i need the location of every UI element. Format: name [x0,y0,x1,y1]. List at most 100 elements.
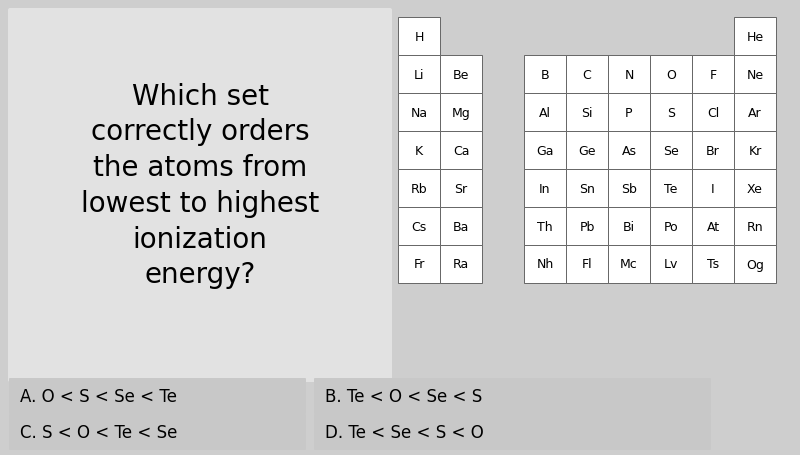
Text: Kr: Kr [748,144,762,157]
Bar [650,170,692,207]
Text: Rn: Rn [746,220,763,233]
FancyBboxPatch shape [314,414,711,450]
Text: Ga: Ga [536,144,554,157]
Bar [524,207,566,245]
Text: S: S [667,106,675,119]
Bar [566,245,608,283]
Text: Rb: Rb [410,182,427,195]
Text: O: O [666,68,676,81]
Bar [734,18,776,56]
Text: Sn: Sn [579,182,595,195]
Text: I: I [711,182,715,195]
FancyBboxPatch shape [314,378,711,414]
Bar [566,56,608,94]
Bar [524,170,566,207]
Bar [734,131,776,170]
Text: Ra: Ra [453,258,469,271]
Text: Cs: Cs [411,220,426,233]
Text: Fl: Fl [582,258,592,271]
Bar [566,94,608,131]
Bar [440,170,482,207]
Text: Bi: Bi [623,220,635,233]
Text: Na: Na [410,106,427,119]
Text: Fr: Fr [414,258,425,271]
Bar [398,56,440,94]
Bar [608,131,650,170]
Bar [650,245,692,283]
Text: Lv: Lv [664,258,678,271]
Text: B: B [541,68,550,81]
Bar [566,207,608,245]
Text: F: F [710,68,717,81]
Bar [398,18,440,56]
Text: A. O < S < Se < Te: A. O < S < Se < Te [20,387,177,405]
Text: Ts: Ts [707,258,719,271]
Bar [692,56,734,94]
Bar [566,170,608,207]
Bar [650,94,692,131]
Bar [440,131,482,170]
Text: Al: Al [539,106,551,119]
Text: Li: Li [414,68,424,81]
Bar [566,131,608,170]
Bar [692,170,734,207]
Bar [524,131,566,170]
Bar [440,207,482,245]
Text: Mc: Mc [620,258,638,271]
Text: Sr: Sr [454,182,467,195]
Bar [734,245,776,283]
Text: P: P [626,106,633,119]
Text: Se: Se [663,144,679,157]
Text: As: As [622,144,637,157]
Text: Mg: Mg [452,106,470,119]
Text: B. Te < O < Se < S: B. Te < O < Se < S [325,387,482,405]
Bar [692,131,734,170]
Bar [440,245,482,283]
Text: Nh: Nh [536,258,554,271]
Bar [608,207,650,245]
Bar [524,245,566,283]
Bar [608,56,650,94]
Bar [734,56,776,94]
Bar [608,245,650,283]
Text: Ar: Ar [748,106,762,119]
Bar [734,170,776,207]
Bar [608,94,650,131]
Text: K: K [415,144,423,157]
Text: Pb: Pb [579,220,594,233]
Bar [398,94,440,131]
Bar [692,94,734,131]
Bar [524,56,566,94]
Text: Be: Be [453,68,469,81]
Bar [650,131,692,170]
Bar [398,131,440,170]
Bar [650,207,692,245]
Text: C. S < O < Te < Se: C. S < O < Te < Se [20,423,178,441]
Bar [650,56,692,94]
Text: N: N [624,68,634,81]
Text: Og: Og [746,258,764,271]
Bar [440,94,482,131]
FancyBboxPatch shape [8,9,392,382]
Bar [734,94,776,131]
Text: Which set
correctly orders
the atoms from
lowest to highest
ionization
energy?: Which set correctly orders the atoms fro… [81,82,319,288]
Bar [440,56,482,94]
Text: Br: Br [706,144,720,157]
Text: Cl: Cl [707,106,719,119]
Bar [524,94,566,131]
Bar [398,207,440,245]
Text: Sb: Sb [621,182,637,195]
Text: Ne: Ne [746,68,763,81]
Text: In: In [539,182,550,195]
FancyBboxPatch shape [9,414,306,450]
Bar [608,170,650,207]
Text: Te: Te [664,182,678,195]
Text: H: H [414,30,424,43]
Text: Xe: Xe [747,182,763,195]
Text: Si: Si [582,106,593,119]
Text: Ca: Ca [453,144,470,157]
Text: He: He [746,30,763,43]
Text: At: At [706,220,719,233]
Text: Ge: Ge [578,144,596,157]
Bar [734,207,776,245]
